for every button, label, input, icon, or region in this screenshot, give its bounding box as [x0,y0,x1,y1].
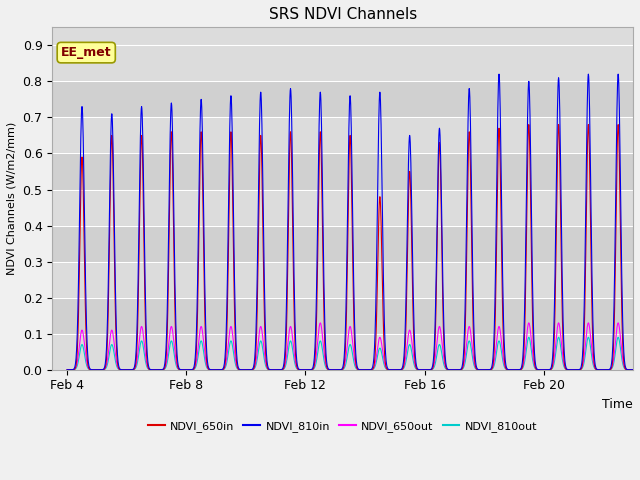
Y-axis label: NDVI Channels (W/m2/mm): NDVI Channels (W/m2/mm) [7,122,17,275]
Legend: NDVI_650in, NDVI_810in, NDVI_650out, NDVI_810out: NDVI_650in, NDVI_810in, NDVI_650out, NDV… [143,417,541,436]
Bar [52,226,633,262]
X-axis label: Time: Time [602,398,633,411]
Title: SRS NDVI Channels: SRS NDVI Channels [269,7,417,22]
Bar [52,154,633,190]
Bar [52,298,633,334]
Text: EE_met: EE_met [61,46,111,59]
Bar [52,81,633,118]
